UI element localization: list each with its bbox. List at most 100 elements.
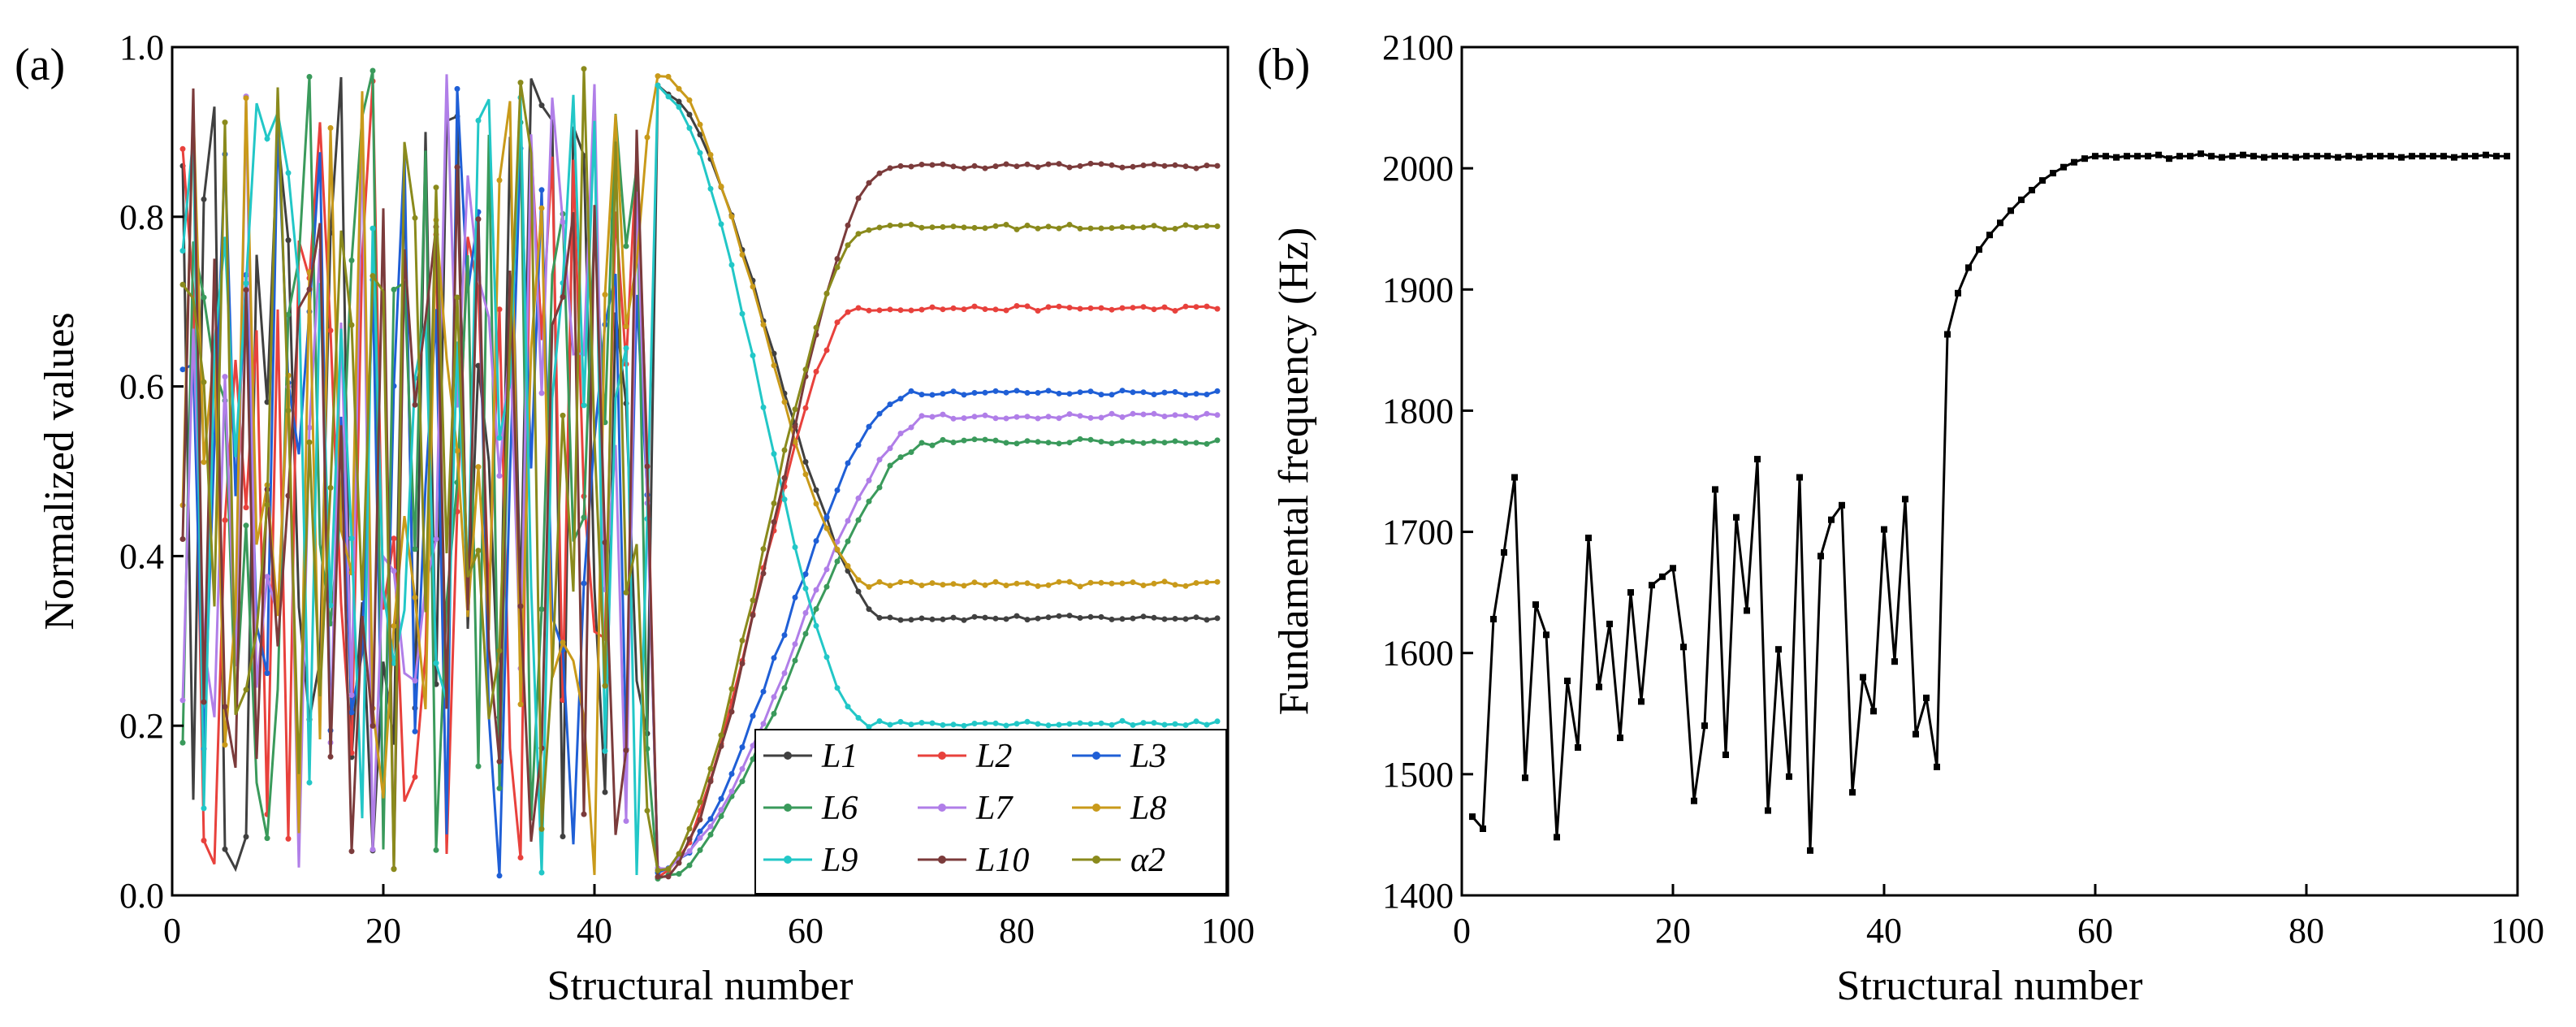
data-point <box>1024 617 1031 623</box>
frequency-point <box>2187 153 2193 160</box>
data-point <box>1045 161 1052 167</box>
data-point <box>1130 579 1136 586</box>
data-point <box>1003 222 1009 228</box>
data-point <box>412 678 418 684</box>
data-point <box>855 305 862 311</box>
data-point <box>412 728 418 734</box>
data-point <box>834 256 841 262</box>
data-point <box>813 622 819 629</box>
frequency-point <box>1765 807 1771 814</box>
panel-b-series-group <box>1469 150 2510 854</box>
data-point <box>1014 303 1020 309</box>
data-point <box>718 807 724 813</box>
data-point <box>823 654 830 661</box>
data-point <box>222 846 228 852</box>
frequency-point <box>1480 826 1486 832</box>
data-point <box>855 442 862 448</box>
legend-marker <box>938 752 946 760</box>
data-point <box>855 577 862 583</box>
x-tick-label: 20 <box>1655 911 1691 951</box>
data-point <box>676 104 682 110</box>
frequency-point <box>1701 722 1708 730</box>
data-point <box>855 715 862 721</box>
frequency-point <box>2335 154 2341 161</box>
data-point <box>1014 580 1020 587</box>
data-point <box>697 799 703 805</box>
data-point <box>982 436 988 443</box>
data-point <box>887 722 893 728</box>
frequency-point <box>1796 474 1803 481</box>
data-point <box>1024 580 1031 587</box>
data-point <box>475 763 482 769</box>
frequency-point <box>1733 514 1740 521</box>
y-tick-label: 0.0 <box>119 876 164 916</box>
data-point <box>1161 440 1168 446</box>
data-point <box>961 306 967 313</box>
data-point <box>475 464 482 470</box>
frequency-point <box>1712 486 1718 493</box>
data-point <box>623 323 629 330</box>
data-point <box>739 765 746 772</box>
data-point <box>581 66 587 72</box>
data-point <box>496 758 503 765</box>
data-point <box>644 134 650 141</box>
data-point <box>866 583 872 590</box>
data-point <box>1087 388 1094 395</box>
data-point <box>781 447 788 453</box>
data-point <box>1098 305 1104 311</box>
panel-a-label: (a) <box>15 40 65 90</box>
data-point <box>834 264 841 271</box>
data-point <box>750 713 756 719</box>
data-point <box>1151 614 1157 621</box>
data-point <box>686 97 693 103</box>
frequency-point <box>1627 589 1634 596</box>
data-point <box>1035 415 1041 422</box>
data-point <box>1214 718 1221 725</box>
frequency-point <box>1817 552 1824 560</box>
frequency-point <box>2018 196 2025 203</box>
data-point <box>1193 304 1199 310</box>
data-point <box>370 225 376 232</box>
frequency-point <box>1881 526 1887 533</box>
data-point <box>306 74 313 80</box>
data-point <box>1056 613 1062 619</box>
frequency-point <box>1617 734 1623 742</box>
legend-marker <box>784 856 792 864</box>
data-point <box>1119 616 1126 622</box>
data-point <box>992 388 999 394</box>
data-point <box>1035 615 1041 622</box>
data-point <box>433 536 439 542</box>
data-point <box>1204 722 1210 728</box>
frequency-point <box>1807 847 1813 854</box>
data-point <box>1109 162 1115 168</box>
data-point <box>1182 722 1189 728</box>
data-point <box>855 588 862 595</box>
data-point <box>1214 578 1221 585</box>
data-point <box>285 170 292 176</box>
data-point <box>1204 579 1210 586</box>
data-point <box>908 617 914 623</box>
data-point <box>982 720 988 726</box>
frequency-point <box>2419 153 2426 160</box>
data-point <box>760 322 767 328</box>
frequency-point <box>1469 813 1476 821</box>
data-point <box>1182 440 1189 446</box>
data-point <box>665 873 672 880</box>
data-point <box>718 184 724 189</box>
panel-a: (a) 0 20 40 60 80 100 0.0 0.2 0.4 0.6 0.8 1.0 Struc… <box>15 28 1255 1009</box>
data-point <box>697 817 703 823</box>
data-point <box>496 435 503 441</box>
data-point <box>876 718 883 724</box>
data-point <box>781 632 788 639</box>
data-point <box>264 835 270 842</box>
data-point <box>813 487 819 493</box>
data-point <box>285 835 292 842</box>
data-point <box>1098 613 1104 620</box>
frequency-point <box>1976 246 1982 254</box>
data-point <box>1193 224 1199 231</box>
data-point <box>876 307 883 314</box>
panel-a-series-group <box>179 66 1221 882</box>
frequency-point <box>1849 789 1856 796</box>
data-point <box>971 224 978 231</box>
frequency-point <box>1511 474 1518 481</box>
